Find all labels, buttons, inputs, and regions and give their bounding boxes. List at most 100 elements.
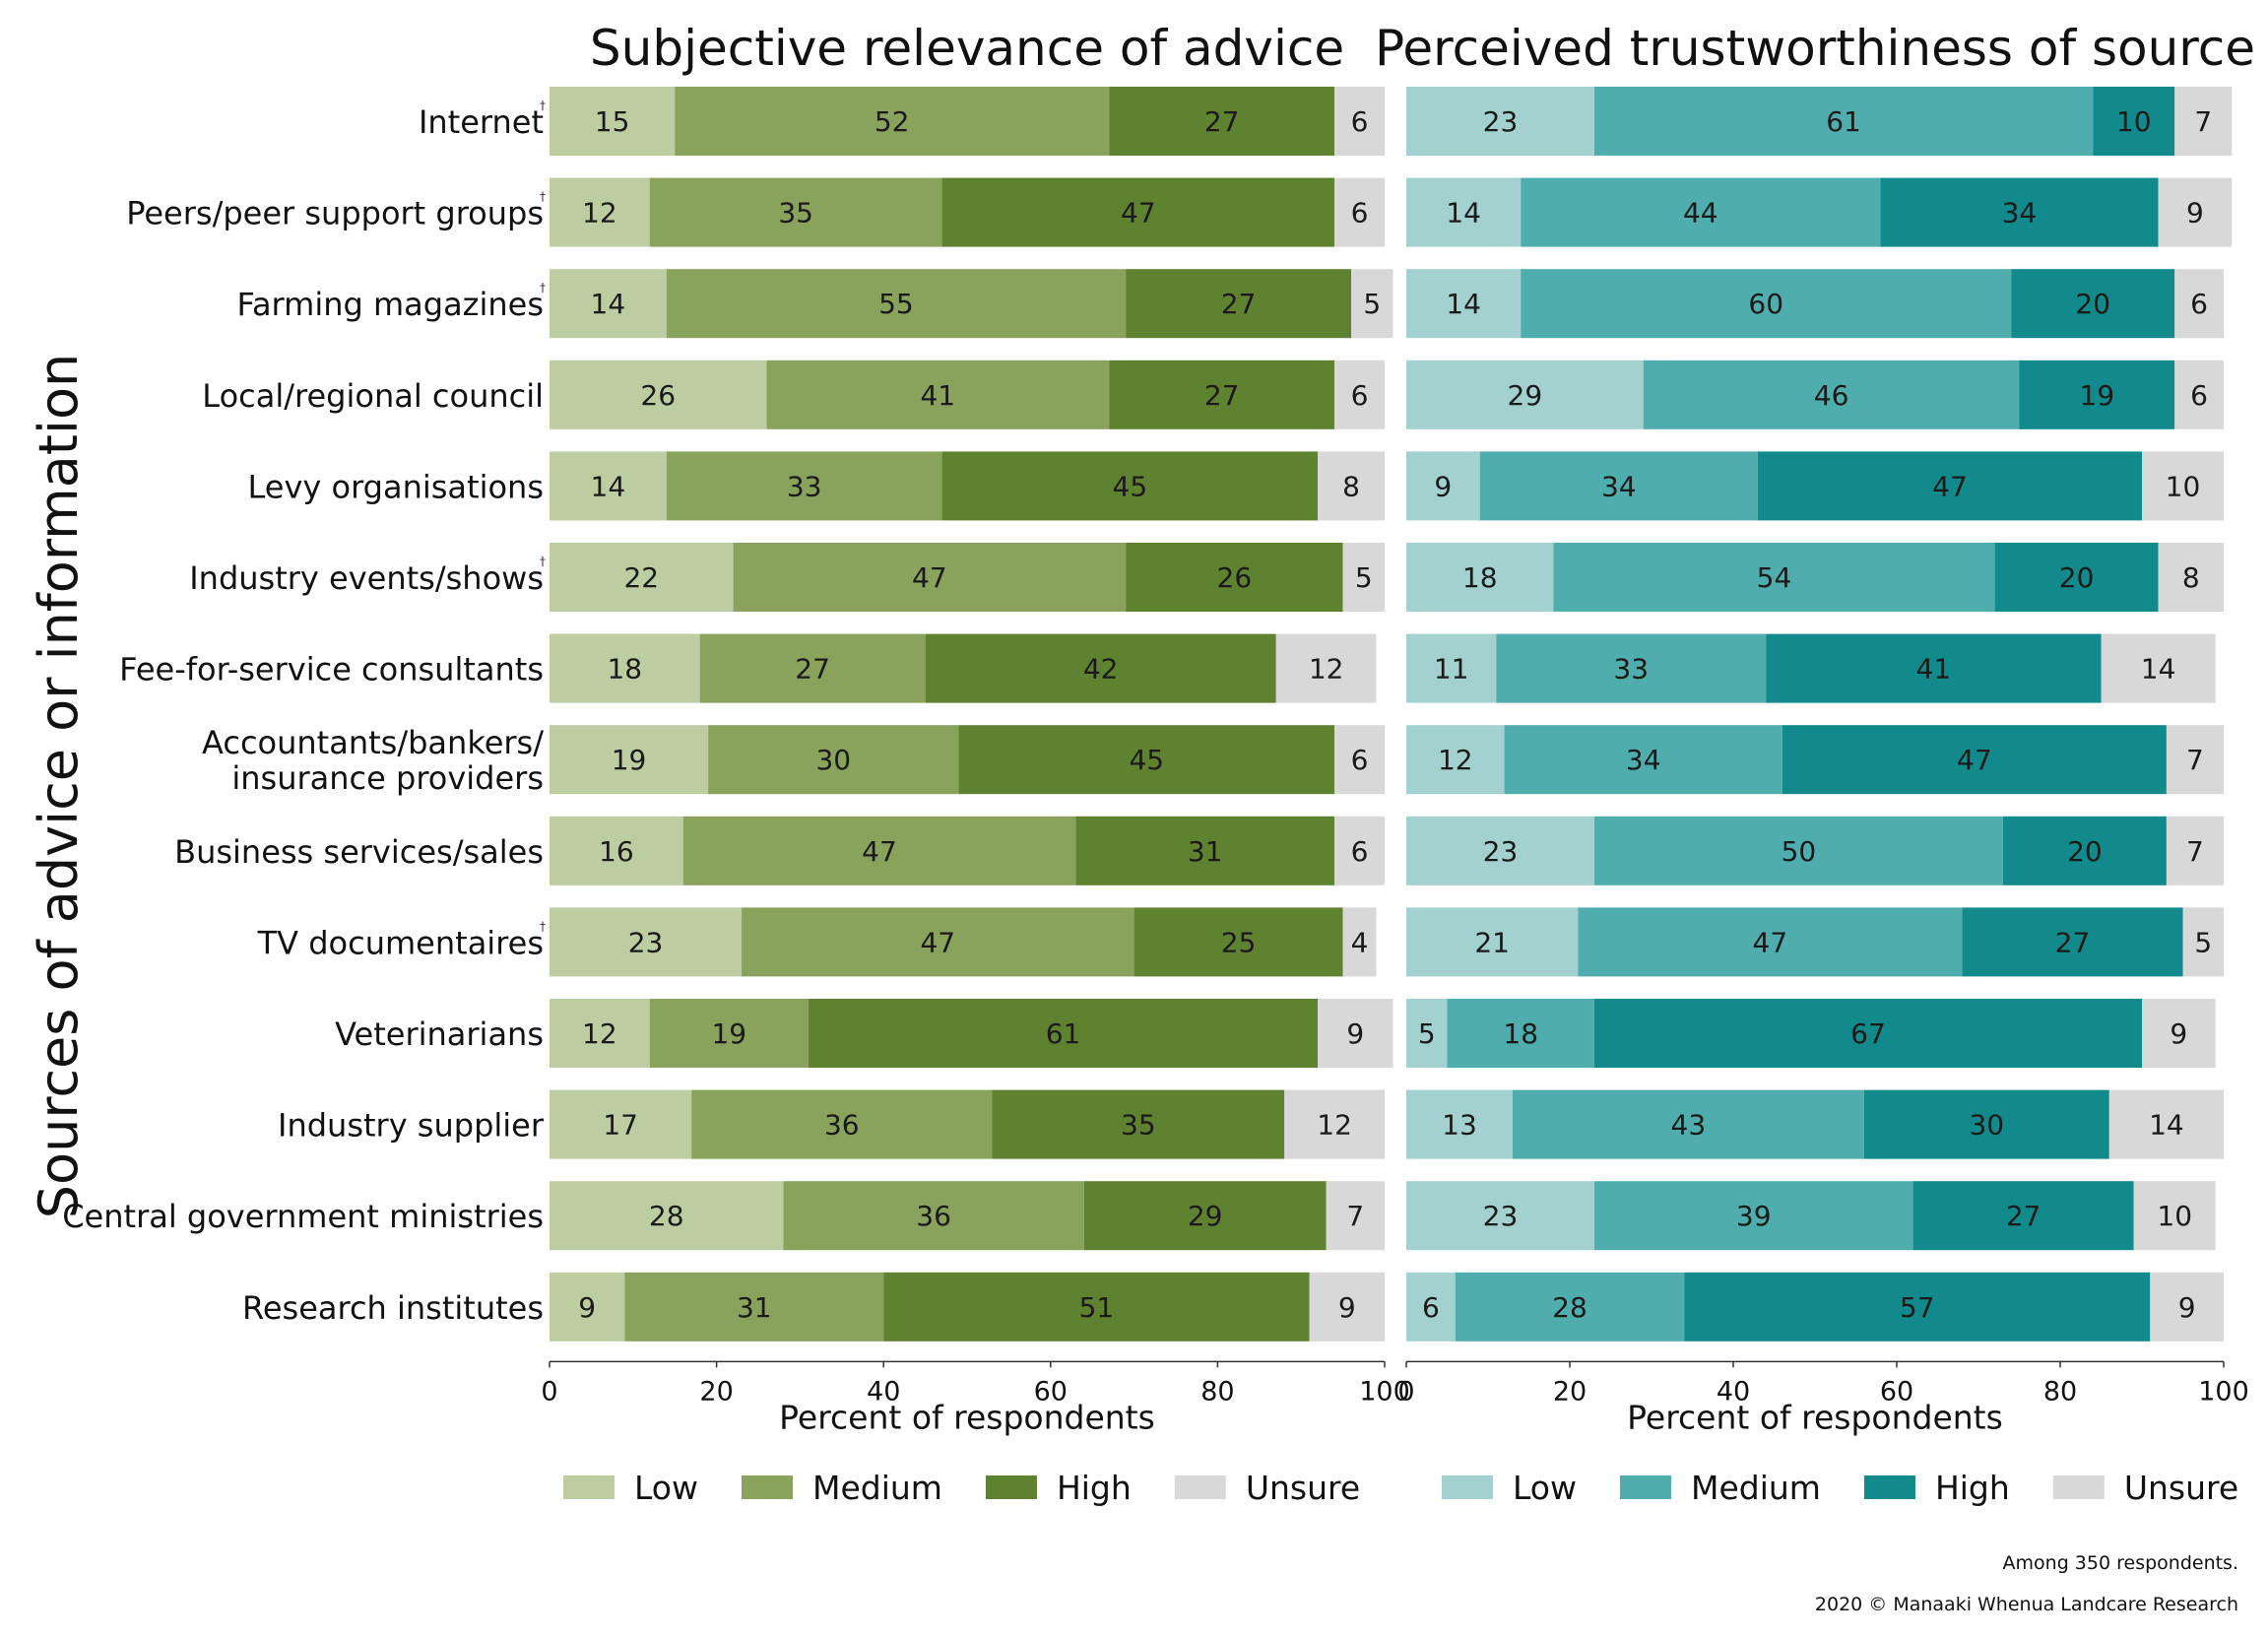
bar-segment-medium <box>649 177 942 247</box>
data-label: 60 <box>1748 288 1783 320</box>
data-label: 10 <box>2166 470 2201 502</box>
bar-segment-unsure <box>1351 269 1393 339</box>
category-label: Industry events/shows† <box>189 555 546 597</box>
panel-title: Perceived trustworthiness of source <box>1375 20 2255 77</box>
legend-label: Medium <box>1691 1469 1821 1507</box>
category-label: Accountants/bankers/insurance providers <box>202 724 544 797</box>
legend-label: High <box>1935 1469 2010 1507</box>
data-label: 47 <box>862 835 897 868</box>
data-label: 61 <box>1046 1017 1081 1050</box>
data-label: 12 <box>1309 653 1344 686</box>
dagger-mark: † <box>540 919 546 933</box>
category-label-text: Local/regional council <box>202 377 544 415</box>
category-label-text: Accountants/bankers/ <box>202 724 544 761</box>
bar-segment-unsure <box>1334 360 1385 429</box>
bar-segment-low <box>1406 816 1594 885</box>
category-label-text: Peers/peer support groups <box>126 195 544 232</box>
category-label-text: Research institutes <box>242 1289 544 1327</box>
bar-segment-unsure <box>2174 269 2224 339</box>
bar-segment-high <box>1912 1181 2134 1251</box>
bar-segment-unsure <box>1334 816 1385 885</box>
data-label: 34 <box>1601 470 1637 502</box>
data-label: 5 <box>1363 288 1381 320</box>
x-tick-label: 100 <box>1359 1376 1410 1407</box>
bar-segment-high <box>1766 633 2102 703</box>
data-label: 22 <box>623 561 659 594</box>
x-tick-label: 0 <box>541 1376 557 1407</box>
x-axis-title: Percent of respondents <box>779 1398 1155 1436</box>
bar-segment-medium <box>675 87 1110 156</box>
bar-segment-unsure <box>1318 999 1393 1068</box>
bar-segment-unsure <box>1342 543 1385 612</box>
bar-segment-high <box>1757 451 2142 521</box>
category-label: TV documentaires† <box>257 919 546 961</box>
data-label: 7 <box>2194 105 2212 138</box>
legend-label: Low <box>1513 1469 1577 1507</box>
data-label: 7 <box>2186 835 2204 868</box>
x-tick-label: 40 <box>1717 1376 1750 1407</box>
bar-segment-low <box>550 725 709 795</box>
bar-segment-medium <box>1593 1181 1913 1251</box>
bar-segment-medium <box>1643 360 2020 429</box>
data-label: 9 <box>1346 1017 1364 1050</box>
bar-segment-low <box>1406 725 1505 795</box>
bar-segment-high <box>1109 87 1335 156</box>
x-tick-label: 20 <box>699 1376 733 1407</box>
bar-segment-unsure <box>2182 907 2224 977</box>
bar-segment-high <box>808 999 1319 1068</box>
legend-label: Unsure <box>2124 1469 2238 1507</box>
bar-segment-medium <box>1512 1089 1864 1159</box>
bar-segment-unsure <box>2150 1272 2224 1342</box>
category-label-text: Central government ministries <box>62 1198 544 1235</box>
bar-segment-medium <box>766 360 1110 429</box>
category-label: Peers/peer support groups† <box>126 190 546 232</box>
data-label: 21 <box>1474 926 1510 958</box>
bar-segment-low <box>1406 1272 1456 1342</box>
data-label: 30 <box>1969 1109 2004 1142</box>
bar-segment-low <box>550 87 676 156</box>
bar-segment-unsure <box>1334 725 1385 795</box>
category-label: Business services/sales <box>174 833 544 871</box>
dagger-mark: † <box>540 98 546 112</box>
category-label-text: Farming magazines <box>236 286 544 323</box>
x-tick-label: 60 <box>1034 1376 1068 1407</box>
category-label-text: Business services/sales <box>174 833 544 871</box>
data-label: 15 <box>595 105 630 138</box>
data-label: 35 <box>1121 1109 1156 1142</box>
x-tick-label: 20 <box>1553 1376 1587 1407</box>
data-label: 14 <box>1446 197 1481 229</box>
data-label: 14 <box>2149 1109 2184 1142</box>
legend-swatch-high <box>1863 1475 1915 1499</box>
bar-segment-low <box>550 633 700 703</box>
bar-segment-high <box>1126 543 1343 612</box>
category-label-text: Veterinarians <box>335 1016 544 1053</box>
data-label: 41 <box>920 379 955 412</box>
bar-segment-unsure <box>2142 999 2216 1068</box>
bar-segment-low <box>550 269 667 339</box>
data-label: 44 <box>1683 197 1718 229</box>
bar-segment-low <box>1406 269 1522 339</box>
data-label: 54 <box>1757 561 1792 594</box>
legend-swatch-medium <box>742 1475 793 1499</box>
data-label: 47 <box>1753 926 1788 958</box>
bar-segment-medium <box>1447 999 1594 1068</box>
legend-label: High <box>1057 1469 1132 1507</box>
bar-segment-low <box>550 451 667 521</box>
category-label: Fee-for-service consultants <box>119 651 544 688</box>
legend-swatch-unsure <box>1174 1475 1226 1499</box>
bar-segment-unsure <box>1318 451 1385 521</box>
category-label-text: TV documentaires <box>257 924 544 961</box>
bar-segment-medium <box>1455 1272 1685 1342</box>
data-label: 47 <box>1932 470 1968 502</box>
bar-segment-medium <box>1593 816 2003 885</box>
data-label: 35 <box>778 197 813 229</box>
data-label: 9 <box>578 1291 596 1324</box>
data-label: 47 <box>1957 744 1992 776</box>
data-label: 29 <box>1508 379 1543 412</box>
data-label: 43 <box>1671 1109 1707 1142</box>
data-label: 12 <box>1438 744 1473 776</box>
data-label: 34 <box>2002 197 2038 229</box>
bar-segment-unsure <box>1326 1181 1385 1251</box>
